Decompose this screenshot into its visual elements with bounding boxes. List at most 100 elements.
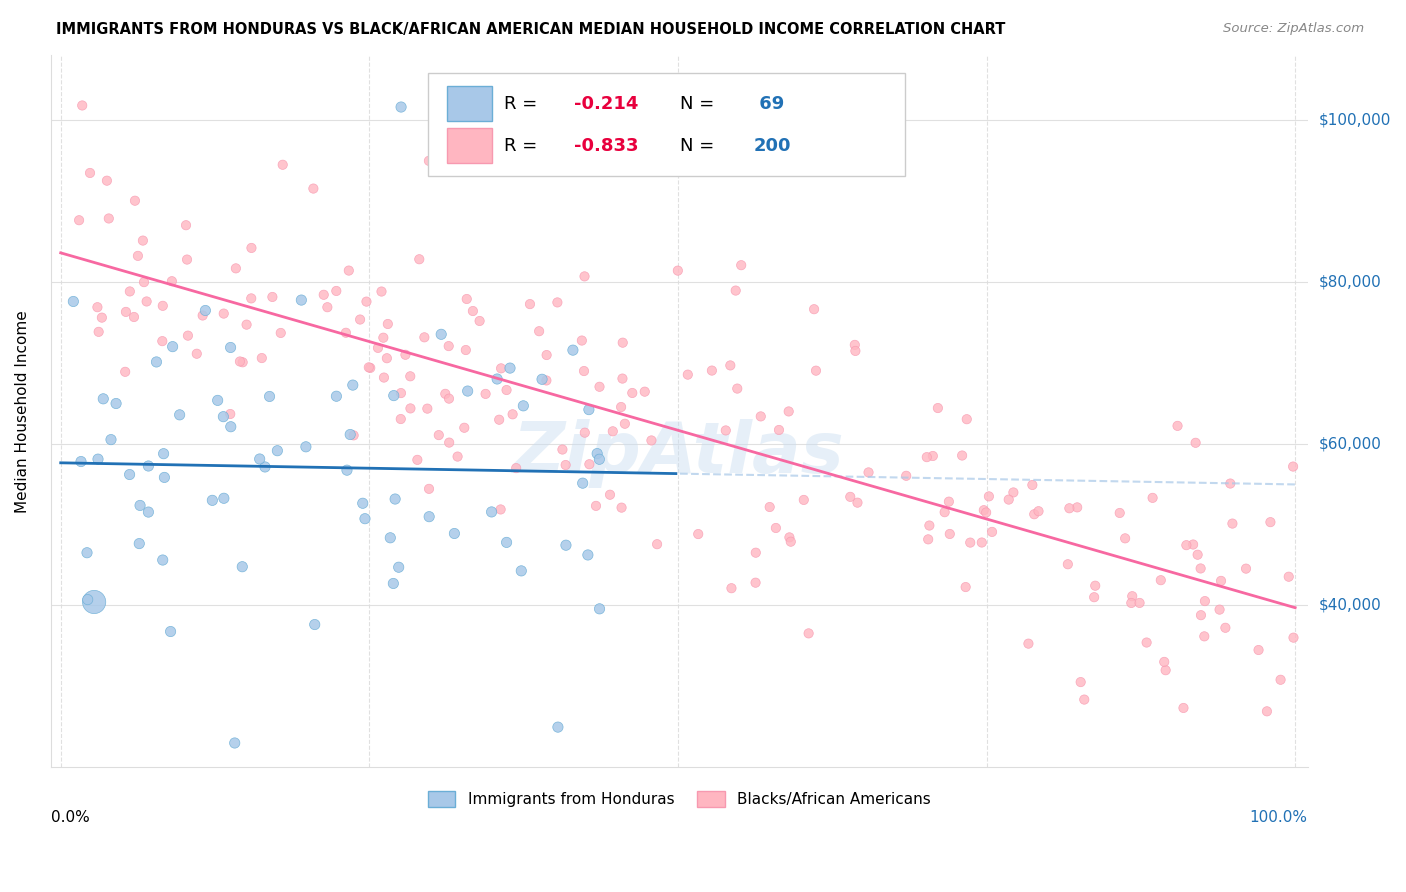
Point — [394, 348, 416, 362]
Point — [1189, 561, 1212, 575]
Point — [416, 401, 439, 416]
Point — [505, 461, 527, 475]
Point — [610, 500, 633, 515]
Point — [124, 194, 146, 208]
Text: N =: N = — [681, 136, 720, 154]
Point — [427, 428, 450, 442]
Point — [1234, 561, 1257, 575]
Point — [240, 241, 263, 255]
Point — [356, 294, 378, 309]
Point — [290, 293, 312, 307]
Point — [224, 736, 246, 750]
Point — [382, 576, 405, 591]
Point — [128, 536, 150, 550]
Point — [70, 454, 93, 468]
Point — [370, 285, 392, 299]
Point — [191, 309, 214, 323]
Point — [418, 482, 440, 496]
Point — [468, 314, 491, 328]
Point — [610, 400, 633, 414]
Point — [977, 489, 1000, 503]
Text: -0.833: -0.833 — [574, 136, 638, 154]
Point — [79, 166, 101, 180]
Point — [846, 496, 869, 510]
Point — [803, 302, 825, 317]
Point — [457, 384, 479, 398]
Legend: Immigrants from Honduras, Blacks/African Americans: Immigrants from Honduras, Blacks/African… — [422, 785, 936, 813]
Text: -0.214: -0.214 — [574, 95, 638, 112]
Point — [621, 386, 644, 401]
Y-axis label: Median Household Income: Median Household Income — [15, 310, 30, 513]
Point — [531, 372, 554, 386]
Point — [536, 374, 558, 388]
Point — [744, 575, 766, 590]
Point — [418, 509, 440, 524]
Point — [62, 294, 84, 309]
Point — [555, 538, 578, 552]
Point — [177, 328, 200, 343]
Point — [132, 234, 155, 248]
Point — [1187, 548, 1209, 562]
Text: 69: 69 — [754, 95, 785, 112]
Point — [443, 526, 465, 541]
Point — [1260, 515, 1282, 529]
Point — [1059, 501, 1081, 516]
Point — [779, 534, 801, 549]
Point — [918, 518, 941, 533]
Point — [389, 386, 412, 401]
Point — [578, 402, 600, 417]
FancyBboxPatch shape — [427, 73, 905, 177]
Point — [380, 531, 402, 545]
Point — [510, 564, 533, 578]
Point — [201, 493, 224, 508]
Point — [399, 401, 422, 416]
Point — [1222, 516, 1244, 531]
Point — [335, 326, 357, 340]
Text: 100.0%: 100.0% — [1250, 810, 1308, 825]
Point — [554, 458, 576, 472]
Point — [150, 334, 173, 348]
Text: ZipAtlas: ZipAtlas — [513, 419, 845, 489]
Point — [973, 503, 995, 517]
Point — [956, 412, 979, 426]
Point — [588, 452, 610, 467]
Point — [1066, 500, 1088, 515]
Point — [461, 304, 484, 318]
Point — [152, 299, 174, 313]
Point — [495, 535, 517, 549]
Point — [1021, 478, 1043, 492]
Point — [844, 338, 866, 352]
Point — [645, 537, 668, 551]
Point — [768, 423, 790, 437]
Point — [304, 617, 326, 632]
Point — [388, 560, 411, 574]
Point — [749, 409, 772, 424]
Point — [536, 348, 558, 362]
Point — [666, 263, 689, 277]
Point — [83, 595, 105, 609]
Point — [430, 327, 453, 342]
Point — [613, 417, 636, 431]
Point — [212, 307, 235, 321]
Point — [138, 458, 160, 473]
Point — [446, 450, 468, 464]
Point — [576, 548, 599, 562]
Point — [1121, 589, 1143, 603]
Point — [551, 442, 574, 457]
Point — [634, 384, 657, 399]
Point — [561, 343, 583, 358]
Point — [495, 383, 517, 397]
Point — [122, 310, 145, 324]
Point — [253, 459, 276, 474]
Point — [342, 378, 364, 392]
Point — [519, 297, 541, 311]
Point — [546, 295, 568, 310]
Point — [481, 505, 503, 519]
Point — [1142, 491, 1164, 505]
Text: 200: 200 — [754, 136, 790, 154]
Text: R =: R = — [505, 136, 544, 154]
Point — [1208, 602, 1230, 616]
Point — [389, 100, 412, 114]
Point — [67, 213, 90, 227]
Point — [367, 341, 389, 355]
